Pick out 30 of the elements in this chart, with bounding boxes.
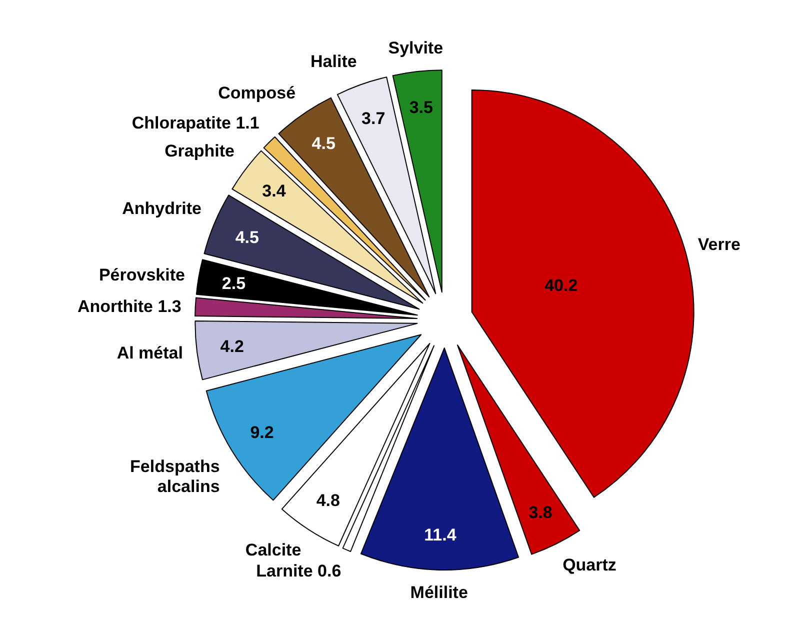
slice-label: Mélilite <box>410 582 468 602</box>
slice-label: Composé <box>218 83 296 102</box>
data-label: 4.5 <box>312 134 336 154</box>
slice-label: Sylvite <box>388 38 444 58</box>
slice-label: Feldspaths alcalins <box>130 456 220 496</box>
data-label: 4.5 <box>235 228 259 248</box>
data-label: 3.7 <box>362 108 386 128</box>
data-label: 1.3 <box>153 297 182 316</box>
data-label: 3.5 <box>409 98 433 117</box>
slice-label: Larnite <box>256 562 313 581</box>
data-label: 1.1 <box>231 113 260 132</box>
slice-label: Quartz <box>562 555 616 574</box>
data-label: 3.8 <box>528 503 552 522</box>
data-label: 2.5 <box>222 274 246 293</box>
data-label: 4.8 <box>316 490 340 510</box>
slice-label: Graphite <box>164 142 234 161</box>
slice-label: Anorthite <box>77 297 154 316</box>
slice-label: Chlorapatite <box>132 113 232 132</box>
slice-label: Al métal <box>116 343 183 362</box>
data-label: 4.2 <box>220 337 244 356</box>
slice-label: Calcite <box>245 540 302 560</box>
data-label: 9.2 <box>250 422 274 442</box>
slice-label: Verre <box>698 235 740 254</box>
slice-label: Pérovskite <box>98 265 185 284</box>
slice-label: Anhydrite <box>122 199 202 218</box>
data-label: 0.6 <box>312 562 342 581</box>
slice-label: Halite <box>310 52 357 72</box>
data-label: 40.2 <box>544 276 578 296</box>
data-label: 3.4 <box>262 182 286 201</box>
data-label: 11.4 <box>424 525 457 544</box>
